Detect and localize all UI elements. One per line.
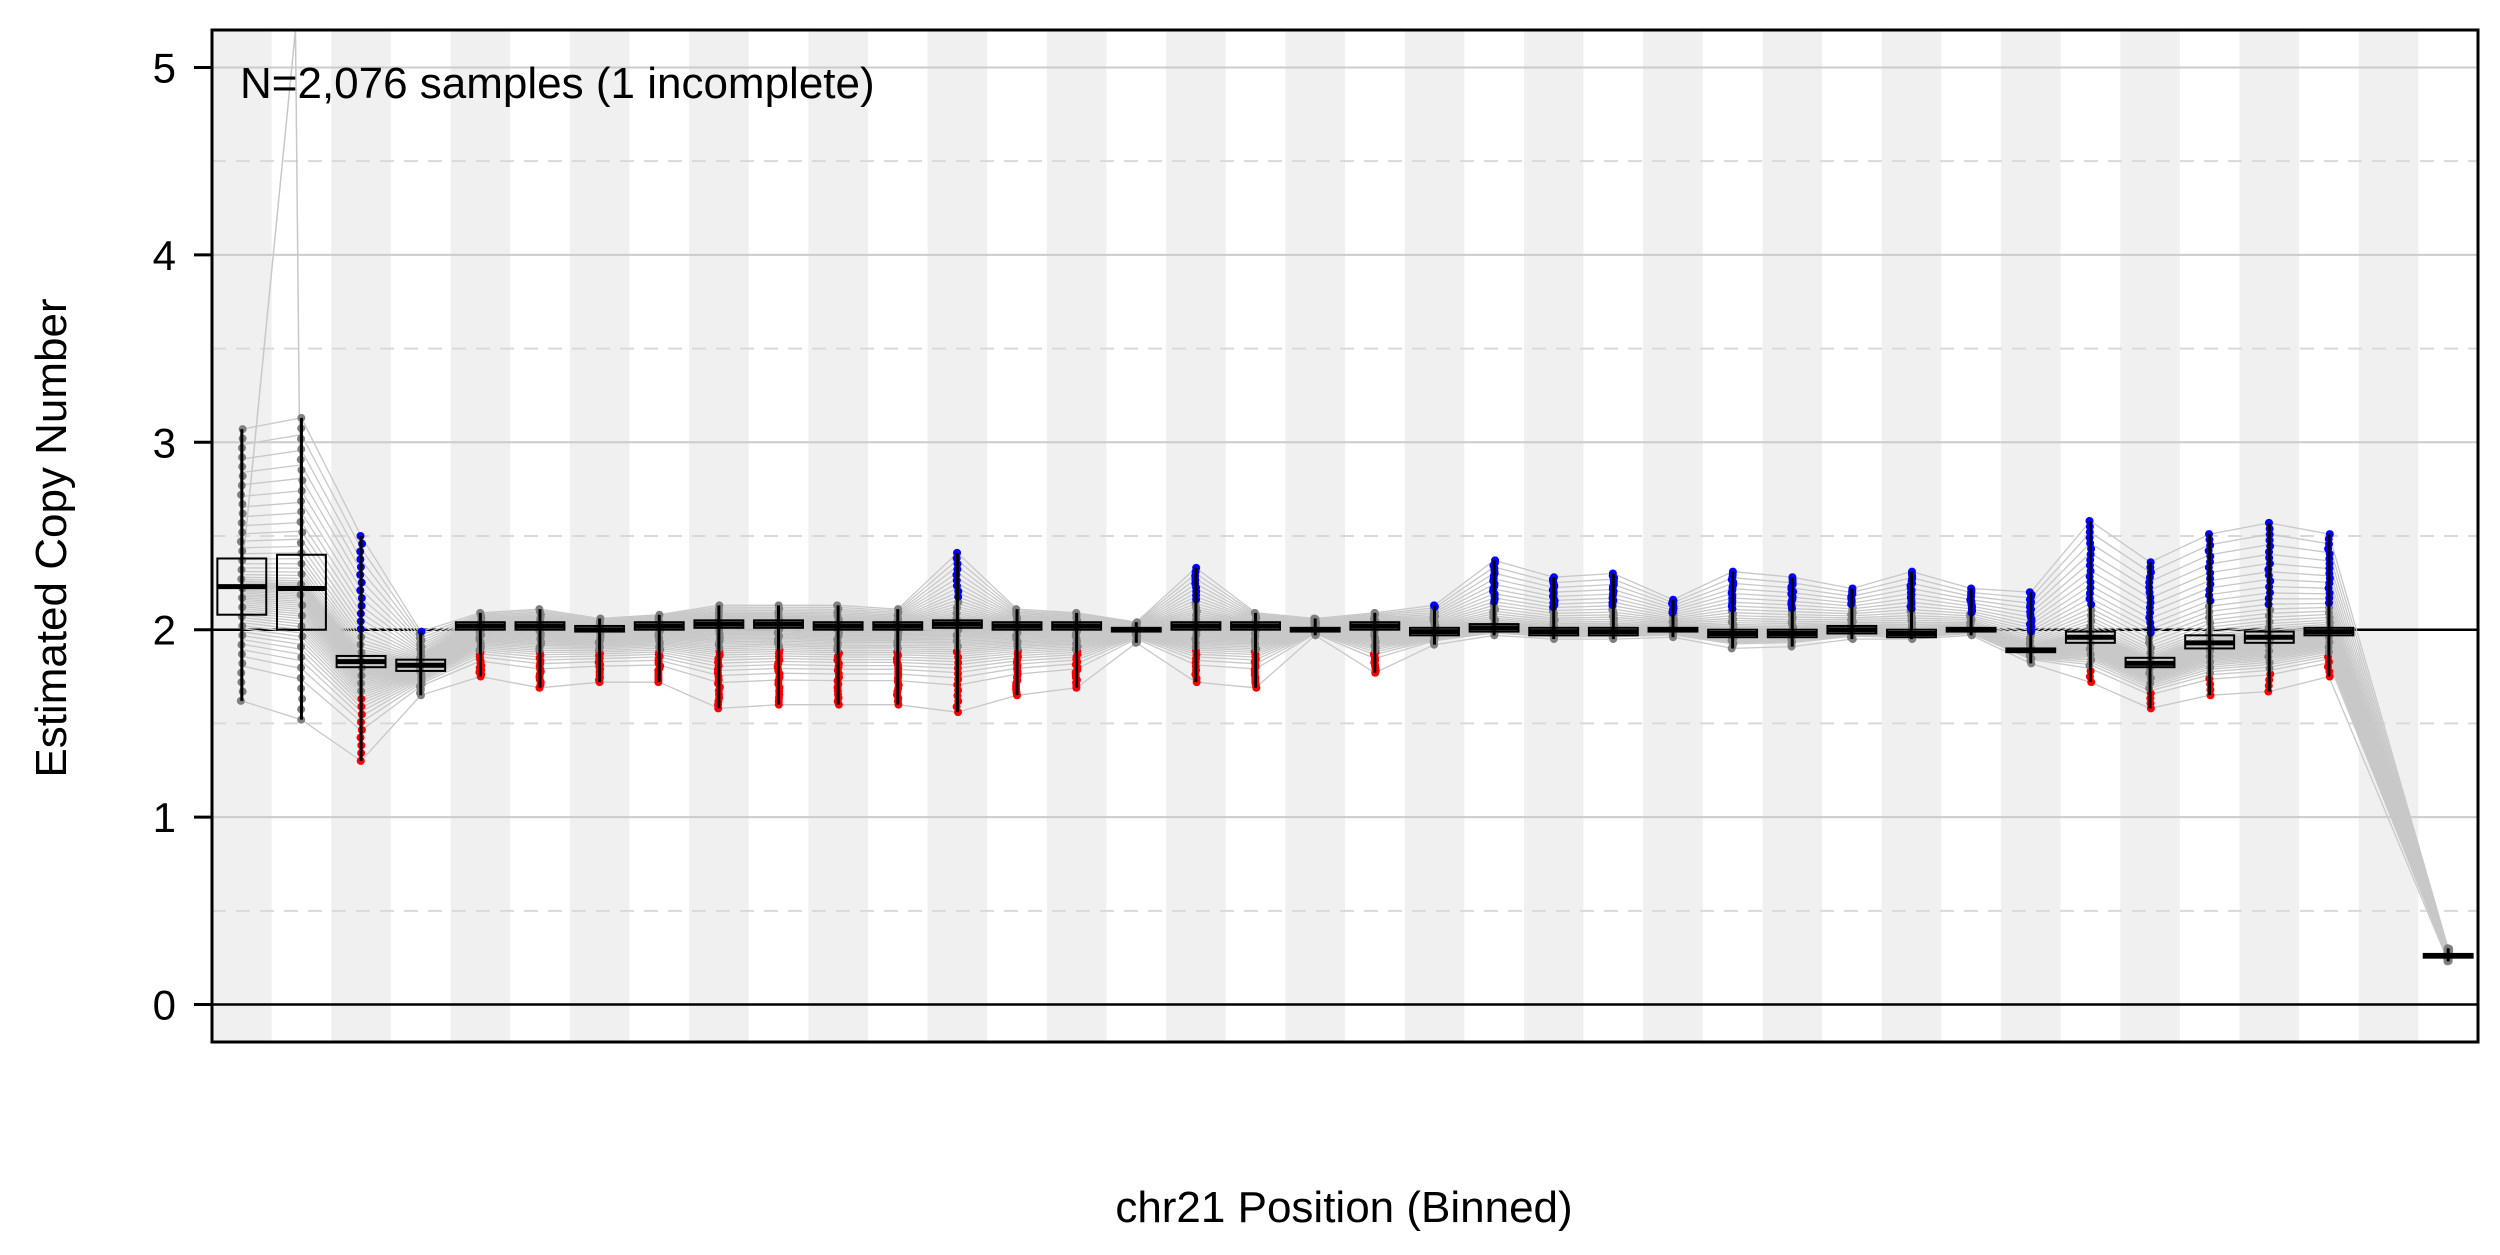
- box-bin-23: [1528, 577, 1580, 640]
- box-bin-19: [1289, 618, 1341, 636]
- box-bin-35: [2243, 522, 2295, 692]
- box-bin-20: [1349, 612, 1401, 673]
- box-bin-21: [1408, 605, 1460, 645]
- box-bin-25: [1647, 599, 1699, 638]
- box-bin-24: [1587, 573, 1639, 640]
- axes: 0 1 2 3 4 5: [153, 28, 2480, 1044]
- box-bin-31: [2005, 592, 2057, 664]
- box-bin-18: [1230, 612, 1282, 688]
- box-bin-16: [1110, 622, 1162, 643]
- box-bin-3: [335, 536, 387, 761]
- box-bin-32: [2064, 521, 2116, 683]
- box-bin-6: [514, 609, 566, 688]
- y-tick-label: 5: [153, 44, 176, 91]
- box-bin-27: [1766, 577, 1818, 647]
- box-bin-9: [693, 605, 745, 709]
- box-bin-8: [633, 614, 685, 683]
- box-bin-34: [2184, 534, 2236, 696]
- box-bin-38: [2422, 948, 2474, 962]
- x-axis-label: chr21 Position (Binned): [1115, 1183, 1572, 1232]
- box-bin-30: [1945, 588, 1997, 636]
- box-bin-1: [216, 429, 268, 701]
- box-bin-5: [454, 612, 506, 677]
- box-bin-36: [2303, 534, 2355, 677]
- plot-frame: [210, 28, 2480, 1044]
- box-bin-33: [2124, 562, 2176, 709]
- box-bin-13: [931, 552, 983, 713]
- sample-count-annotation: N=2,076 samples (1 incomplete): [240, 59, 875, 108]
- box-bin-17: [1170, 567, 1222, 683]
- y-tick-label: 4: [153, 232, 176, 279]
- box-bin-11: [812, 605, 864, 705]
- box-bin-14: [991, 609, 1043, 696]
- box-bin-12: [872, 609, 924, 705]
- box-glyphs: [216, 417, 2474, 962]
- y-axis-label: Estimated Copy Number: [27, 298, 76, 777]
- bin-band: [2120, 30, 2180, 1042]
- bin-band: [1881, 30, 1942, 1042]
- box-bin-4: [395, 631, 447, 696]
- bin-band: [2000, 30, 2061, 1042]
- box-bin-10: [753, 605, 804, 705]
- y-tick-label: 1: [153, 794, 176, 841]
- box-bin-28: [1826, 588, 1878, 640]
- box-bin-29: [1886, 571, 1937, 640]
- box-bin-15: [1051, 612, 1103, 688]
- box-bin-26: [1707, 571, 1759, 649]
- box-bin-2: [275, 417, 327, 720]
- y-tick-label: 0: [153, 982, 176, 1029]
- bin-band: [1762, 30, 1823, 1042]
- y-tick-label: 3: [153, 419, 176, 466]
- y-tick-label: 2: [153, 607, 176, 654]
- box-iqr: [275, 553, 327, 631]
- box-bin-22: [1468, 560, 1520, 636]
- box-bin-7: [574, 618, 626, 683]
